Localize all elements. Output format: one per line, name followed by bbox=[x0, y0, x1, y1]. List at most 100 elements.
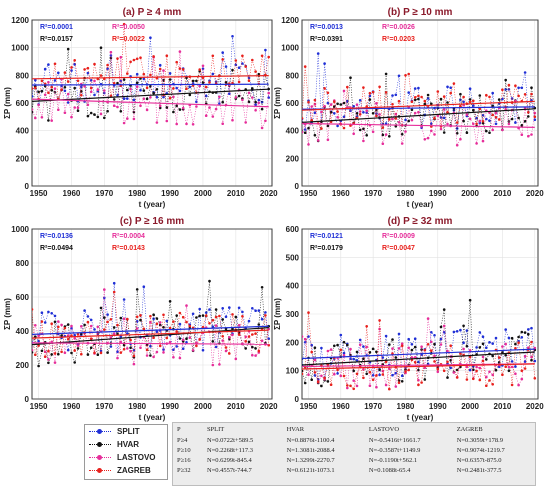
data-point-zagreb bbox=[172, 87, 175, 90]
data-point-split bbox=[333, 112, 336, 115]
data-point-zagreb bbox=[413, 361, 417, 364]
y-tick-label: 0 bbox=[25, 395, 30, 404]
data-point-lastovo bbox=[129, 349, 132, 353]
data-point-split bbox=[497, 365, 501, 369]
data-point-zagreb bbox=[228, 352, 231, 355]
data-point-zagreb bbox=[384, 360, 388, 364]
data-point-lastovo bbox=[342, 354, 346, 357]
plot-frame bbox=[31, 228, 273, 400]
data-point-split bbox=[162, 95, 165, 99]
data-point-zagreb bbox=[76, 79, 80, 83]
data-point-lastovo bbox=[472, 122, 475, 126]
y-axis-label: ΣP (mm) bbox=[3, 87, 12, 119]
data-point-zagreb bbox=[109, 318, 113, 321]
data-point-split bbox=[221, 51, 224, 54]
data-point-lastovo bbox=[162, 351, 165, 354]
data-point-hvar bbox=[407, 119, 411, 123]
y-tick-label: 1000 bbox=[11, 44, 29, 53]
data-point-zagreb bbox=[485, 384, 488, 388]
data-point-split bbox=[384, 122, 388, 125]
data-point-zagreb bbox=[336, 110, 339, 113]
data-point-split bbox=[126, 97, 129, 100]
data-point-hvar bbox=[106, 109, 109, 113]
data-point-zagreb bbox=[413, 96, 417, 99]
legend-marker-split bbox=[97, 429, 102, 434]
data-point-split bbox=[221, 307, 224, 310]
data-point-split bbox=[178, 89, 182, 93]
data-point-split bbox=[349, 109, 352, 112]
data-point-hvar bbox=[73, 361, 76, 364]
data-point-hvar bbox=[394, 125, 398, 128]
data-point-lastovo bbox=[178, 50, 182, 53]
data-point-lastovo bbox=[116, 105, 119, 109]
data-point-hvar bbox=[158, 106, 162, 110]
chart-panel-3: 0 200 400 600 800 1000 1950 1960 1970 1980 1990 200… bbox=[3, 216, 278, 422]
data-point-zagreb bbox=[53, 62, 57, 66]
x-tick-label: 2020 bbox=[260, 189, 278, 198]
data-point-hvar bbox=[485, 129, 488, 133]
data-point-zagreb bbox=[267, 55, 271, 59]
data-point-zagreb bbox=[323, 87, 326, 90]
data-point-lastovo bbox=[139, 346, 142, 350]
data-point-lastovo bbox=[89, 324, 93, 328]
data-point-zagreb bbox=[417, 383, 420, 387]
table-header-row: P SPLIT HVAR LASTOVO ZAGREB bbox=[173, 426, 535, 436]
data-point-zagreb bbox=[307, 101, 310, 104]
data-point-split bbox=[214, 80, 218, 83]
data-point-zagreb bbox=[303, 65, 307, 68]
x-tick-label: 1980 bbox=[128, 189, 146, 198]
data-point-split bbox=[455, 330, 459, 333]
data-point-lastovo bbox=[397, 121, 401, 124]
data-point-lastovo bbox=[326, 138, 330, 142]
data-point-zagreb bbox=[201, 325, 205, 329]
data-point-lastovo bbox=[165, 119, 169, 123]
data-point-split bbox=[224, 315, 228, 319]
data-point-zagreb bbox=[517, 341, 520, 345]
data-point-zagreb bbox=[93, 62, 96, 66]
data-point-lastovo bbox=[191, 123, 195, 126]
data-point-lastovo bbox=[122, 121, 126, 125]
x-tick-label: 2020 bbox=[526, 189, 544, 198]
data-point-hvar bbox=[257, 72, 261, 76]
x-tick-label: 1970 bbox=[95, 189, 113, 198]
data-point-lastovo bbox=[452, 371, 456, 374]
data-point-hvar bbox=[530, 358, 533, 362]
data-point-zagreb bbox=[420, 381, 423, 384]
data-point-lastovo bbox=[501, 345, 504, 348]
data-point-hvar bbox=[478, 94, 482, 97]
r2-label-zagreb: R²=0.0203 bbox=[382, 36, 415, 43]
data-point-hvar bbox=[442, 308, 446, 311]
data-point-zagreb bbox=[247, 335, 251, 338]
data-point-hvar bbox=[116, 332, 119, 336]
data-point-lastovo bbox=[251, 96, 254, 99]
data-point-zagreb bbox=[362, 376, 365, 380]
data-point-split bbox=[397, 74, 401, 78]
x-axis-label: t (year) bbox=[407, 200, 434, 209]
data-point-zagreb bbox=[459, 104, 462, 108]
data-point-lastovo bbox=[468, 117, 472, 121]
data-point-hvar bbox=[375, 350, 378, 354]
data-point-zagreb bbox=[517, 94, 520, 98]
r2-label-zagreb: R²=0.0022 bbox=[112, 36, 145, 43]
data-point-split bbox=[433, 334, 436, 337]
data-point-lastovo bbox=[241, 98, 244, 102]
data-point-split bbox=[66, 101, 70, 104]
y-tick-label: 200 bbox=[16, 154, 30, 163]
data-point-zagreb bbox=[47, 349, 50, 353]
data-point-split bbox=[404, 118, 407, 122]
data-point-hvar bbox=[152, 313, 155, 317]
data-point-hvar bbox=[391, 338, 394, 341]
data-point-split bbox=[135, 320, 139, 323]
data-point-zagreb bbox=[465, 378, 469, 381]
data-point-lastovo bbox=[507, 365, 511, 369]
x-tick-label: 1950 bbox=[30, 189, 48, 198]
data-point-split bbox=[155, 95, 159, 99]
data-point-zagreb bbox=[323, 376, 326, 380]
legend-item-hvar: HVAR bbox=[85, 438, 167, 451]
table-cell: P≥32 bbox=[177, 467, 191, 474]
table-header-cell: P bbox=[177, 426, 181, 433]
data-point-lastovo bbox=[530, 355, 533, 359]
data-point-hvar bbox=[119, 316, 123, 320]
data-point-zagreb bbox=[158, 344, 162, 348]
data-point-hvar bbox=[168, 78, 172, 81]
